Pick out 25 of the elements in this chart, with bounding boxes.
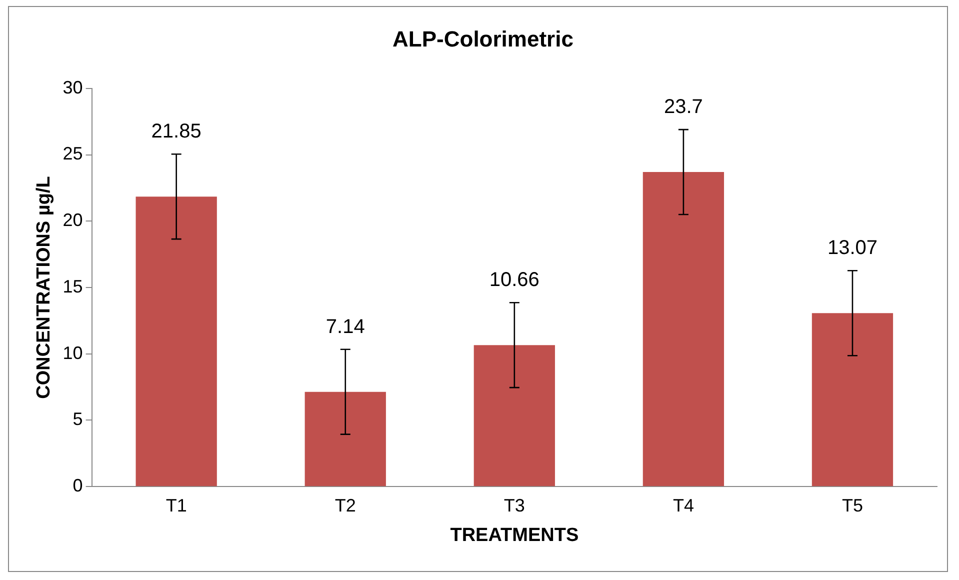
bar (812, 313, 894, 486)
data-label: 21.85 (151, 120, 202, 143)
y-tick-label: 0 (72, 476, 83, 496)
data-label: 10.66 (489, 269, 540, 292)
y-tick-label: 5 (72, 409, 83, 430)
data-label: 23.7 (664, 96, 703, 118)
x-tick-label: T5 (842, 495, 863, 516)
x-tick-label: T4 (672, 495, 694, 516)
bar (136, 196, 217, 486)
chart-title: ALP-Colorimetric (392, 26, 574, 52)
x-axis-title: TREATMENTS (450, 524, 579, 546)
x-tick-label: T3 (504, 495, 525, 516)
x-tick-label: T2 (334, 495, 356, 516)
y-tick-label: 25 (62, 144, 83, 164)
bar (642, 172, 724, 486)
bar (304, 392, 386, 486)
bar (474, 345, 555, 486)
data-label: 13.07 (827, 237, 878, 260)
y-tick-label: 15 (62, 276, 83, 296)
data-label: 7.14 (326, 316, 365, 338)
y-axis-title: CONCENTRATIONS µg/L (34, 176, 55, 399)
y-tick-label: 20 (62, 210, 83, 230)
y-tick-label: 30 (62, 77, 83, 98)
x-tick-label: T1 (166, 495, 187, 516)
y-tick-label: 10 (62, 342, 83, 363)
